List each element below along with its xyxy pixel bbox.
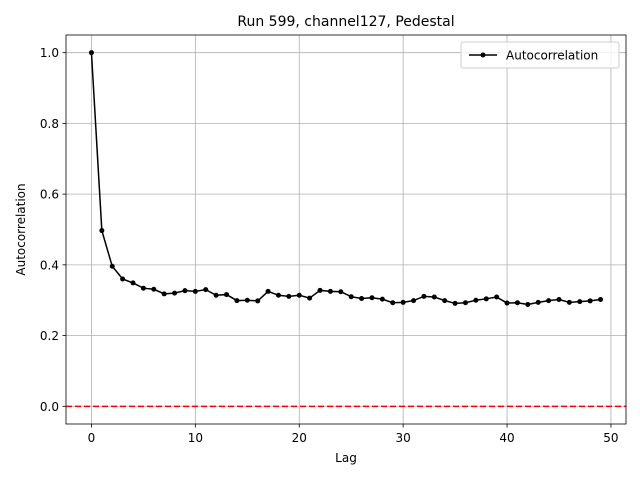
data-point [379, 296, 385, 302]
data-point [172, 290, 178, 296]
data-point [224, 292, 230, 298]
x-tick-label: 10 [188, 431, 203, 445]
y-tick-label: 0.8 [40, 117, 59, 131]
data-point [161, 291, 167, 297]
y-tick-label: 0.6 [40, 188, 59, 202]
legend-box [460, 41, 620, 69]
data-point [400, 299, 406, 305]
data-point [556, 297, 562, 303]
data-point [275, 292, 281, 298]
data-point [598, 297, 604, 303]
data-point [213, 292, 219, 298]
data-point [546, 298, 552, 304]
chart-title: Run 599, channel127, Pedestal [237, 14, 454, 30]
data-point [462, 300, 468, 306]
data-point [369, 295, 375, 301]
data-point [140, 285, 146, 291]
legend-label: Autocorrelation [506, 49, 598, 63]
data-point [265, 288, 271, 294]
y-tick-label: 0.2 [40, 329, 59, 343]
data-point [421, 293, 427, 299]
data-point [307, 295, 313, 301]
data-point [317, 287, 323, 293]
data-point [359, 295, 365, 301]
data-point [442, 298, 448, 304]
data-point [88, 50, 94, 56]
data-point [494, 294, 500, 300]
series-layer [88, 50, 604, 307]
y-tick-label: 0.0 [40, 400, 59, 414]
data-point [535, 299, 541, 305]
data-point [504, 300, 510, 306]
y-axis-label: Autocorrelation [14, 183, 28, 275]
data-point [255, 298, 261, 304]
data-point [151, 286, 157, 292]
data-point [109, 263, 115, 269]
data-point [192, 288, 198, 294]
data-point [473, 297, 479, 303]
data-point [120, 276, 126, 282]
data-point [203, 287, 209, 293]
tick-layer: 0 10 20 30 40 50 0.0 0.2 0.4 0.6 0.8 1.0 [40, 46, 619, 445]
x-tick-label: 50 [603, 431, 618, 445]
data-point [587, 298, 593, 304]
legend: Autocorrelation [460, 41, 620, 69]
data-point [244, 297, 250, 303]
x-tick-label: 20 [292, 431, 307, 445]
x-tick-label: 40 [499, 431, 514, 445]
data-point [411, 298, 417, 304]
data-point [483, 296, 489, 302]
data-point [431, 294, 437, 300]
data-point [348, 294, 354, 300]
data-point [327, 288, 333, 294]
data-point [338, 289, 344, 295]
data-point [514, 300, 520, 306]
data-point [99, 228, 105, 234]
data-point [296, 292, 302, 298]
data-point [234, 298, 240, 304]
legend-marker-swatch [480, 52, 486, 58]
data-point [566, 299, 572, 305]
data-point [452, 300, 458, 306]
data-point [286, 293, 292, 299]
y-tick-label: 1.0 [40, 46, 59, 60]
y-tick-label: 0.4 [40, 258, 59, 272]
data-point [390, 300, 396, 306]
x-tick-label: 30 [396, 431, 411, 445]
x-axis-label: Lag [335, 451, 357, 465]
data-point [525, 301, 531, 307]
data-point [182, 288, 188, 294]
data-point [577, 299, 583, 305]
data-point [130, 280, 136, 286]
x-tick-label: 0 [88, 431, 96, 445]
plot-frame [65, 34, 627, 425]
